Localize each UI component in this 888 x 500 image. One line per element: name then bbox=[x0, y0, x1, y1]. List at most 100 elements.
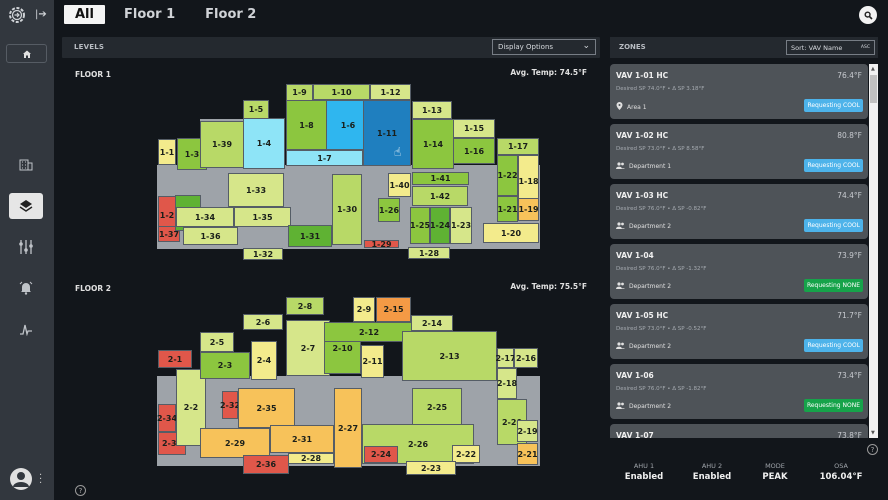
home-button[interactable] bbox=[6, 44, 47, 63]
more-options-icon[interactable]: · · · bbox=[39, 470, 43, 489]
room-2-35[interactable]: 2-35 bbox=[238, 388, 295, 428]
room-2-17[interactable]: 2-17 bbox=[495, 348, 516, 368]
room-1-25[interactable]: 1-25 bbox=[410, 207, 430, 244]
room-2-7[interactable]: 2-7 bbox=[286, 320, 330, 376]
zone-card[interactable]: VAV 1-07 73.8°F bbox=[610, 424, 868, 438]
room-1-8[interactable]: 1-8 bbox=[286, 100, 327, 150]
room-1-19[interactable]: 1-19 bbox=[518, 198, 539, 221]
sidebar-item-controls[interactable] bbox=[9, 234, 43, 260]
user-avatar[interactable] bbox=[10, 468, 32, 490]
room-1-24[interactable]: 1-24 bbox=[430, 207, 450, 244]
room-2-8[interactable]: 2-8 bbox=[286, 297, 324, 315]
room-1-5[interactable]: 1-5 bbox=[243, 100, 269, 119]
room-1-26[interactable]: 1-26 bbox=[378, 198, 400, 222]
room-1-6[interactable]: 1-6 bbox=[326, 100, 370, 150]
room-2-4[interactable]: 2-4 bbox=[251, 341, 277, 380]
sort-dropdown[interactable]: Sort: VAV Name ASC bbox=[786, 40, 875, 55]
zone-card[interactable]: VAV 1-05 HC 71.7°F Desired SP 73.0°F • Δ… bbox=[610, 304, 868, 359]
sort-direction[interactable]: ASC bbox=[860, 45, 870, 50]
room-1-23[interactable]: 1-23 bbox=[450, 207, 472, 244]
room-1-36[interactable]: 1-36 bbox=[183, 227, 238, 245]
sidebar-item-alarms[interactable] bbox=[9, 275, 43, 301]
room-2-28[interactable]: 2-28 bbox=[288, 453, 334, 464]
room-2-34[interactable]: 2-34 bbox=[157, 404, 177, 432]
room-1-40[interactable]: 1-40 bbox=[388, 173, 411, 197]
room-1-9[interactable]: 1-9 bbox=[286, 84, 313, 101]
room-1-16[interactable]: 1-16 bbox=[453, 138, 495, 164]
room-1-34[interactable]: 1-34 bbox=[176, 207, 234, 227]
room-1-4[interactable]: 1-4 bbox=[243, 118, 285, 169]
room-1-22[interactable]: 1-22 bbox=[497, 155, 518, 196]
room-2-3[interactable]: 2-3 bbox=[200, 352, 250, 379]
tab-floor-2[interactable]: Floor 2 bbox=[205, 7, 257, 22]
room-2-29[interactable]: 2-29 bbox=[200, 428, 270, 458]
sidebar-item-layers[interactable] bbox=[9, 193, 43, 219]
room-1-41[interactable]: 1-41 bbox=[412, 172, 469, 185]
room-2-21[interactable]: 2-21 bbox=[517, 443, 538, 465]
room-1-11[interactable]: 1-11 bbox=[363, 100, 411, 166]
room-2-9[interactable]: 2-9 bbox=[353, 297, 375, 322]
expand-sidebar-icon[interactable]: |➔ bbox=[35, 9, 47, 20]
zone-area: Department 2 bbox=[616, 402, 671, 411]
room-2-6[interactable]: 2-6 bbox=[243, 314, 283, 330]
room-2-36[interactable]: 2-36 bbox=[243, 455, 289, 474]
room-1-33[interactable]: 1-33 bbox=[228, 173, 284, 207]
room-1-14[interactable]: 1-14 bbox=[412, 119, 454, 169]
room-2-22[interactable]: 2-22 bbox=[452, 445, 480, 463]
room-1-13[interactable]: 1-13 bbox=[412, 101, 452, 119]
zone-temp: 71.7°F bbox=[837, 311, 862, 320]
help-icon-left[interactable]: ? bbox=[75, 485, 86, 496]
help-icon[interactable]: ? bbox=[867, 444, 878, 455]
room-2-23[interactable]: 2-23 bbox=[406, 461, 456, 475]
room-2-15[interactable]: 2-15 bbox=[376, 297, 411, 322]
zone-card[interactable]: VAV 1-02 HC 80.8°F Desired SP 73.0°F • Δ… bbox=[610, 124, 868, 179]
room-1-42[interactable]: 1-42 bbox=[412, 186, 468, 206]
room-1-37[interactable]: 1-37 bbox=[158, 226, 180, 242]
room-1-21[interactable]: 1-21 bbox=[497, 196, 518, 222]
zone-card[interactable]: VAV 1-04 73.9°F Desired SP 76.0°F • Δ SP… bbox=[610, 244, 868, 299]
room-2-16[interactable]: 2-16 bbox=[514, 348, 538, 368]
scrollbar-thumb[interactable] bbox=[870, 75, 877, 103]
room-2-5[interactable]: 2-5 bbox=[200, 332, 234, 352]
room-1-20[interactable]: 1-20 bbox=[483, 223, 539, 243]
room-1-1[interactable]: 1-1 bbox=[158, 139, 176, 165]
zone-status-badge: Requesting COOL bbox=[804, 159, 863, 172]
room-2-32[interactable]: 2-32 bbox=[220, 391, 240, 419]
room-1-32[interactable]: 1-32 bbox=[243, 248, 283, 260]
scroll-up-icon[interactable]: ▲ bbox=[871, 66, 875, 72]
search-button[interactable] bbox=[859, 6, 877, 24]
zone-card[interactable]: VAV 1-03 HC 74.4°F Desired SP 76.0°F • Δ… bbox=[610, 184, 868, 239]
scroll-down-icon[interactable]: ▼ bbox=[871, 430, 875, 436]
room-1-29[interactable]: 1-29 bbox=[364, 240, 399, 249]
room-1-39[interactable]: 1-39 bbox=[200, 121, 244, 168]
room-2-12[interactable]: 2-12 bbox=[324, 322, 414, 342]
room-2-24[interactable]: 2-24 bbox=[364, 446, 398, 463]
zone-card[interactable]: VAV 1-06 73.4°F Desired SP 76.0°F • Δ SP… bbox=[610, 364, 868, 419]
sidebar-item-trends[interactable] bbox=[9, 316, 43, 342]
room-2-19[interactable]: 2-19 bbox=[517, 420, 538, 442]
room-1-12[interactable]: 1-12 bbox=[370, 84, 411, 100]
room-2-11[interactable]: 2-11 bbox=[361, 345, 384, 378]
room-2-13[interactable]: 2-13 bbox=[402, 331, 497, 381]
room-1-15[interactable]: 1-15 bbox=[453, 119, 495, 138]
room-1-17[interactable]: 1-17 bbox=[497, 138, 539, 155]
room-1-35[interactable]: 1-35 bbox=[234, 207, 291, 227]
room-1-31[interactable]: 1-31 bbox=[288, 225, 332, 247]
tab-all[interactable]: All bbox=[64, 5, 105, 24]
room-2-31[interactable]: 2-31 bbox=[270, 425, 334, 453]
room-1-7[interactable]: 1-7 bbox=[286, 150, 363, 166]
display-options-dropdown[interactable]: Display Options ⌄ bbox=[492, 39, 596, 55]
room-2-2[interactable]: 2-2 bbox=[176, 369, 206, 446]
room-2-1[interactable]: 2-1 bbox=[158, 350, 192, 368]
room-2-14[interactable]: 2-14 bbox=[411, 315, 453, 331]
room-2-18[interactable]: 2-18 bbox=[497, 368, 517, 399]
room-2-25[interactable]: 2-25 bbox=[412, 388, 462, 426]
room-1-28[interactable]: 1-28 bbox=[408, 247, 450, 259]
tab-floor-1[interactable]: Floor 1 bbox=[123, 7, 176, 22]
room-2-27[interactable]: 2-27 bbox=[334, 388, 362, 468]
sidebar-item-buildings[interactable] bbox=[9, 152, 43, 178]
zones-scrollbar[interactable]: ▲ ▼ bbox=[869, 64, 878, 438]
room-1-10[interactable]: 1-10 bbox=[313, 84, 370, 100]
room-1-30[interactable]: 1-30 bbox=[332, 174, 362, 245]
zone-card[interactable]: VAV 1-01 HC 76.4°F Desired SP 74.0°F • Δ… bbox=[610, 64, 868, 119]
